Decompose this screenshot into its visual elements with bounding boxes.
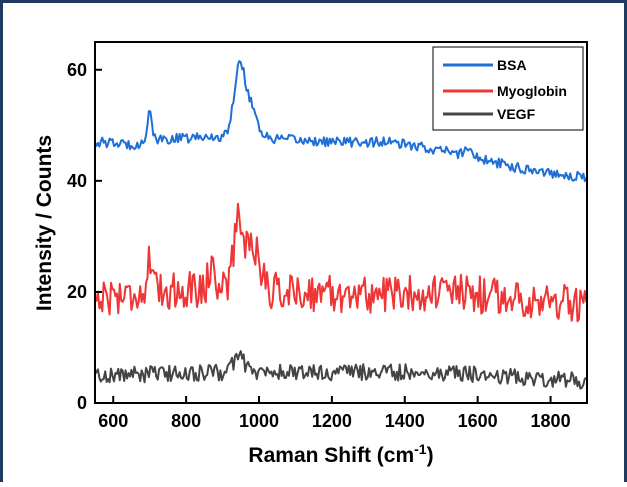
x-tick-label: 1600 — [458, 411, 498, 431]
y-axis-ticks: 0 20 40 60 — [67, 60, 102, 413]
series-line-myoglobin — [95, 204, 586, 322]
y-axis-title: Intensity / Counts — [33, 135, 56, 311]
x-axis-title-main: Raman Shift (cm — [248, 444, 414, 467]
x-tick-label: 1400 — [385, 411, 425, 431]
y-tick-label: 0 — [77, 393, 87, 413]
x-tick-label: 600 — [98, 411, 128, 431]
x-axis-title-close: ) — [427, 444, 434, 467]
x-tick-label: 1800 — [531, 411, 571, 431]
x-tick-label: 1200 — [312, 411, 352, 431]
x-axis-title: Raman Shift (cm-1) — [248, 441, 433, 467]
y-tick-label: 60 — [67, 60, 87, 80]
legend-label-bsa: BSA — [497, 57, 527, 73]
raman-chart: 600 800 1000 1200 1400 1600 1800 0 20 40 60 Raman… — [3, 3, 624, 482]
x-axis-title-superscript: -1 — [414, 441, 427, 457]
y-tick-label: 40 — [67, 171, 87, 191]
y-tick-label: 20 — [67, 282, 87, 302]
x-tick-label: 1000 — [239, 411, 279, 431]
legend-label-vegf: VEGF — [497, 106, 536, 122]
legend-label-myoglobin: Myoglobin — [497, 83, 567, 99]
x-tick-label: 800 — [171, 411, 201, 431]
series-line-vegf — [95, 351, 586, 388]
legend: BSA Myoglobin VEGF — [433, 47, 583, 130]
x-axis-ticks: 600 800 1000 1200 1400 1600 1800 — [98, 396, 570, 431]
